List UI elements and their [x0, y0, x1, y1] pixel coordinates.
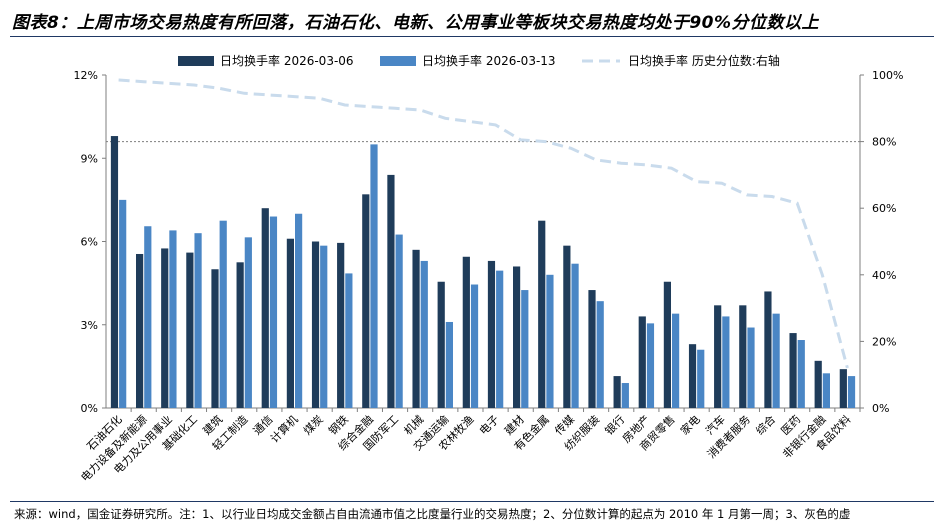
- left-tick-label: 12%: [74, 69, 98, 82]
- bar-series1: [613, 376, 621, 408]
- left-tick-label: 9%: [81, 152, 98, 165]
- bar-series1: [337, 242, 345, 408]
- legend-label-series3: 日均换手率 历史分位数:右轴: [628, 53, 780, 68]
- category-label: 煤炭: [301, 413, 326, 438]
- bar-series1: [839, 369, 847, 408]
- bar-series1: [513, 266, 521, 408]
- bar-series2: [571, 263, 579, 408]
- bar-series1: [261, 208, 269, 408]
- bar-series1: [563, 245, 571, 408]
- bar-series1: [186, 252, 194, 408]
- bar-series1: [462, 256, 470, 408]
- bar-series1: [311, 241, 320, 408]
- left-tick-label: 0%: [81, 402, 98, 415]
- bar-series1: [538, 220, 546, 408]
- bar-series1: [663, 281, 671, 408]
- bar-series2: [420, 260, 428, 408]
- bar-series1: [211, 269, 219, 408]
- bar-series2: [445, 321, 453, 408]
- chart-area: 0% 3% 6% 9% 12% 0% 20% 40% 60% 80% 100% 石油石化 电力设备及新能…: [0, 40, 939, 500]
- bar-series1: [412, 249, 420, 408]
- right-tick-label: 100%: [872, 69, 903, 82]
- bar-series1: [136, 253, 144, 408]
- bar-series1: [688, 344, 697, 408]
- bar-series2: [621, 383, 629, 408]
- right-tick-label: 40%: [872, 269, 896, 282]
- bar-series2: [772, 313, 780, 408]
- bar-series1: [814, 360, 822, 408]
- title-divider: [10, 36, 934, 37]
- bar-series1: [789, 333, 797, 408]
- bar-series2: [672, 313, 680, 408]
- bar-series1: [286, 238, 294, 408]
- legend-label-series1: 日均换手率 2026-03-06: [220, 53, 354, 68]
- bar-series2: [521, 290, 529, 408]
- right-tick-label: 20%: [872, 335, 896, 348]
- bar-series2: [269, 216, 278, 408]
- footer-divider: [10, 501, 934, 502]
- bar-series1: [739, 305, 747, 408]
- chart-title: 图表8：上周市场交易热度有所回落，石油石化、电新、公用事业等板块交易热度均处于9…: [12, 13, 820, 33]
- category-label: 计算机: [267, 412, 300, 445]
- bar-series2: [496, 270, 504, 408]
- category-label: 家电: [677, 412, 702, 437]
- bar-series2: [822, 373, 830, 408]
- turnover-chart: 0%3%6%9%12%0%20%40%60%80%100%石油石化电力设备及新能…: [74, 53, 904, 484]
- bar-series2: [797, 340, 805, 408]
- left-tick-label: 3%: [81, 319, 98, 332]
- bar-series2: [470, 284, 479, 408]
- bar-series1: [588, 290, 596, 408]
- bar-series2: [596, 301, 604, 408]
- right-tick-label: 0%: [872, 402, 889, 415]
- bar-series2: [320, 245, 328, 408]
- bar-series2: [722, 316, 730, 408]
- bar-series1: [487, 260, 496, 408]
- bar-series2: [345, 273, 353, 408]
- category-label: 综合: [753, 412, 778, 437]
- bar-series2: [646, 323, 655, 408]
- bar-series2: [244, 237, 252, 408]
- legend-swatch-series1: [178, 56, 214, 66]
- bar-series1: [638, 316, 646, 408]
- bar-series2: [847, 376, 856, 408]
- bar-series2: [546, 274, 554, 408]
- percentile-line: [118, 78, 849, 369]
- bar-series2: [219, 220, 227, 408]
- bar-series1: [714, 305, 722, 408]
- bar-series2: [370, 144, 378, 408]
- bar-series1: [437, 281, 445, 408]
- bar-series1: [236, 262, 244, 408]
- bar-series1: [764, 291, 772, 408]
- bar-series2: [144, 226, 152, 408]
- bar-series1: [161, 248, 169, 408]
- bar-series2: [295, 213, 303, 408]
- legend-swatch-series2: [380, 56, 416, 66]
- bar-series2: [169, 230, 177, 408]
- bar-series2: [119, 199, 127, 408]
- legend-label-series2: 日均换手率 2026-03-13: [422, 53, 556, 68]
- right-tick-label: 80%: [872, 136, 896, 149]
- bar-series1: [110, 136, 119, 409]
- right-tick-label: 60%: [872, 202, 896, 215]
- left-tick-label: 6%: [81, 236, 98, 249]
- source-note: 来源：wind，国金证券研究所。注：1、以行业日均成交金额占自由流通市值之比度量…: [14, 507, 851, 521]
- bar-series1: [387, 174, 395, 408]
- bar-series2: [697, 349, 705, 408]
- bar-series2: [395, 234, 403, 408]
- category-label: 电子: [477, 413, 502, 438]
- bar-series2: [194, 233, 202, 408]
- bar-series2: [747, 327, 755, 408]
- bar-series1: [362, 194, 370, 408]
